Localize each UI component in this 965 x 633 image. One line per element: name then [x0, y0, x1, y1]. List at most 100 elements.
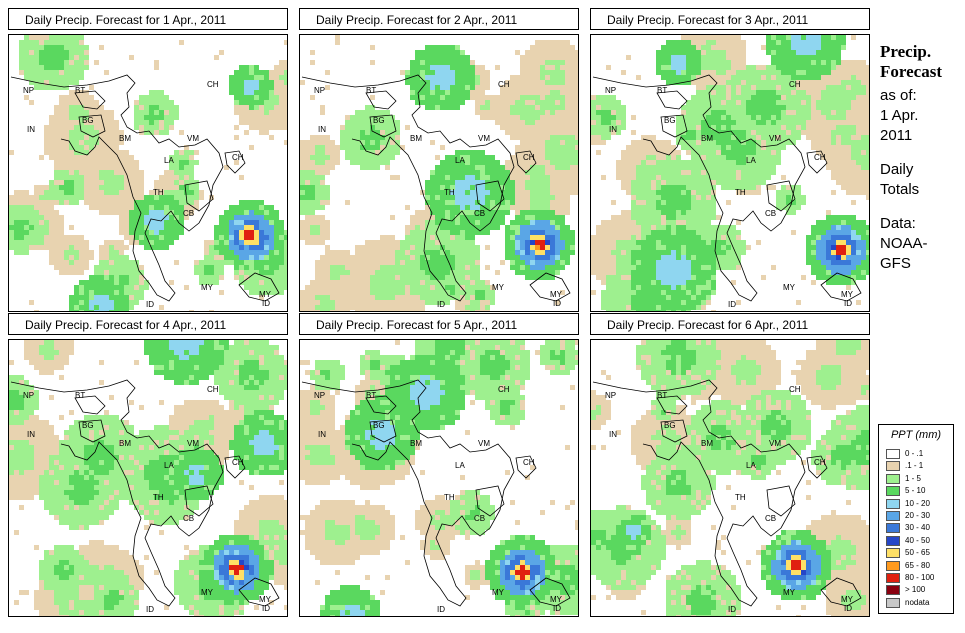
precip-cell	[575, 100, 578, 105]
precip-cell	[159, 185, 164, 190]
precip-cell	[555, 165, 560, 170]
precip-cell	[425, 90, 430, 95]
precip-cell	[726, 230, 731, 235]
precip-cell	[505, 100, 510, 105]
precip-cell	[139, 265, 144, 270]
precip-cell	[641, 145, 646, 150]
precip-cell	[445, 160, 450, 165]
precip-cell	[124, 300, 129, 305]
precip-cell	[79, 300, 84, 305]
precip-cell	[510, 230, 515, 235]
precip-cell	[69, 70, 74, 75]
precip-cell	[751, 140, 756, 145]
precip-cell	[821, 35, 826, 40]
precip-cell	[591, 95, 596, 100]
precip-cell	[264, 255, 269, 260]
precip-cell	[866, 80, 869, 85]
precip-cell	[104, 145, 109, 150]
precip-cell	[84, 55, 89, 60]
precip-cell	[199, 275, 204, 280]
precip-cell	[350, 305, 355, 310]
precip-cell	[811, 225, 816, 230]
precip-cell	[510, 105, 515, 110]
precip-cell	[455, 245, 460, 250]
precip-cell	[505, 240, 510, 245]
precip-cell	[596, 110, 601, 115]
precip-cell	[279, 290, 284, 295]
precip-cell	[826, 165, 831, 170]
precip-cell	[761, 160, 766, 165]
precip-cell	[355, 140, 360, 145]
precip-cell	[520, 75, 525, 80]
precip-cell	[540, 215, 545, 220]
precip-cell	[811, 130, 816, 135]
precip-cell	[731, 80, 736, 85]
precip-cell	[114, 165, 119, 170]
precip-cell	[365, 310, 370, 311]
precip-cell	[139, 240, 144, 245]
precip-cell	[676, 205, 681, 210]
country-label: IN	[318, 125, 326, 134]
precip-cell	[540, 180, 545, 185]
precip-cell	[816, 40, 821, 45]
precip-cell	[696, 180, 701, 185]
precip-cell	[560, 135, 565, 140]
precip-cell	[54, 130, 59, 135]
precip-cell	[661, 55, 666, 60]
precip-cell	[390, 270, 395, 275]
precip-cell	[445, 235, 450, 240]
precip-cell	[104, 135, 109, 140]
precip-cell	[731, 155, 736, 160]
precip-cell	[716, 120, 721, 125]
precip-cell	[79, 105, 84, 110]
precip-cell	[144, 240, 149, 245]
precip-cell	[751, 175, 756, 180]
precip-cell	[370, 290, 375, 295]
precip-cell	[836, 155, 841, 160]
precip-cell	[736, 230, 741, 235]
precip-cell	[711, 55, 716, 60]
precip-cell	[435, 155, 440, 160]
precip-cell	[621, 120, 626, 125]
precip-cell	[430, 230, 435, 235]
precip-cell	[189, 155, 194, 160]
precip-cell	[69, 75, 74, 80]
precip-cell	[816, 145, 821, 150]
precip-cell	[866, 115, 869, 120]
precip-cell	[370, 130, 375, 135]
precip-cell	[520, 200, 525, 205]
precip-cell	[540, 60, 545, 65]
precip-cell	[540, 235, 545, 240]
precip-cell	[320, 180, 325, 185]
precip-cell	[495, 190, 500, 195]
precip-cell	[244, 75, 249, 80]
precip-cell	[716, 150, 721, 155]
precip-cell	[575, 110, 578, 115]
precip-cell	[686, 150, 691, 155]
precip-cell	[440, 60, 445, 65]
precip-cell	[565, 40, 570, 45]
precip-cell	[791, 135, 796, 140]
precip-cell	[706, 70, 711, 75]
precip-cell	[34, 45, 39, 50]
precip-cell	[34, 235, 39, 240]
precip-cell	[540, 85, 545, 90]
precip-cell	[626, 210, 631, 215]
precip-cell	[545, 175, 550, 180]
precip-cell	[64, 75, 69, 80]
precip-cell	[440, 95, 445, 100]
precip-cell	[821, 80, 826, 85]
precip-cell	[144, 130, 149, 135]
precip-cell	[786, 115, 791, 120]
precip-cell	[340, 140, 345, 145]
precip-cell	[731, 50, 736, 55]
precip-cell	[801, 110, 806, 115]
precip-cell	[104, 250, 109, 255]
precip-cell	[159, 105, 164, 110]
precip-cell	[39, 205, 44, 210]
precip-cell	[214, 255, 219, 260]
precip-cell	[455, 165, 460, 170]
precip-cell	[801, 70, 806, 75]
panel-title: Daily Precip. Forecast for 1 Apr., 2011	[8, 8, 288, 30]
precip-cell	[104, 200, 109, 205]
